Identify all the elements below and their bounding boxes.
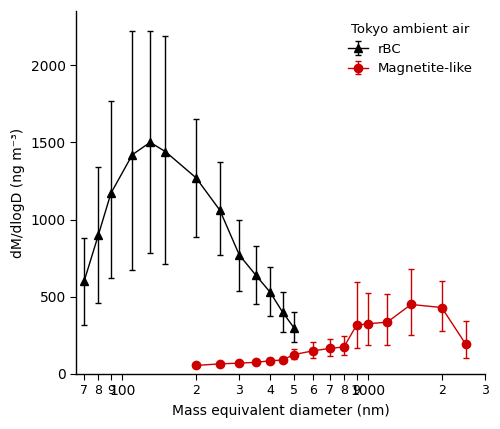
Y-axis label: dM/dlogD (ng m⁻³): dM/dlogD (ng m⁻³) [11, 127, 25, 257]
Legend: rBC, Magnetite-like: rBC, Magnetite-like [342, 18, 478, 81]
X-axis label: Mass equivalent diameter (nm): Mass equivalent diameter (nm) [172, 404, 390, 418]
